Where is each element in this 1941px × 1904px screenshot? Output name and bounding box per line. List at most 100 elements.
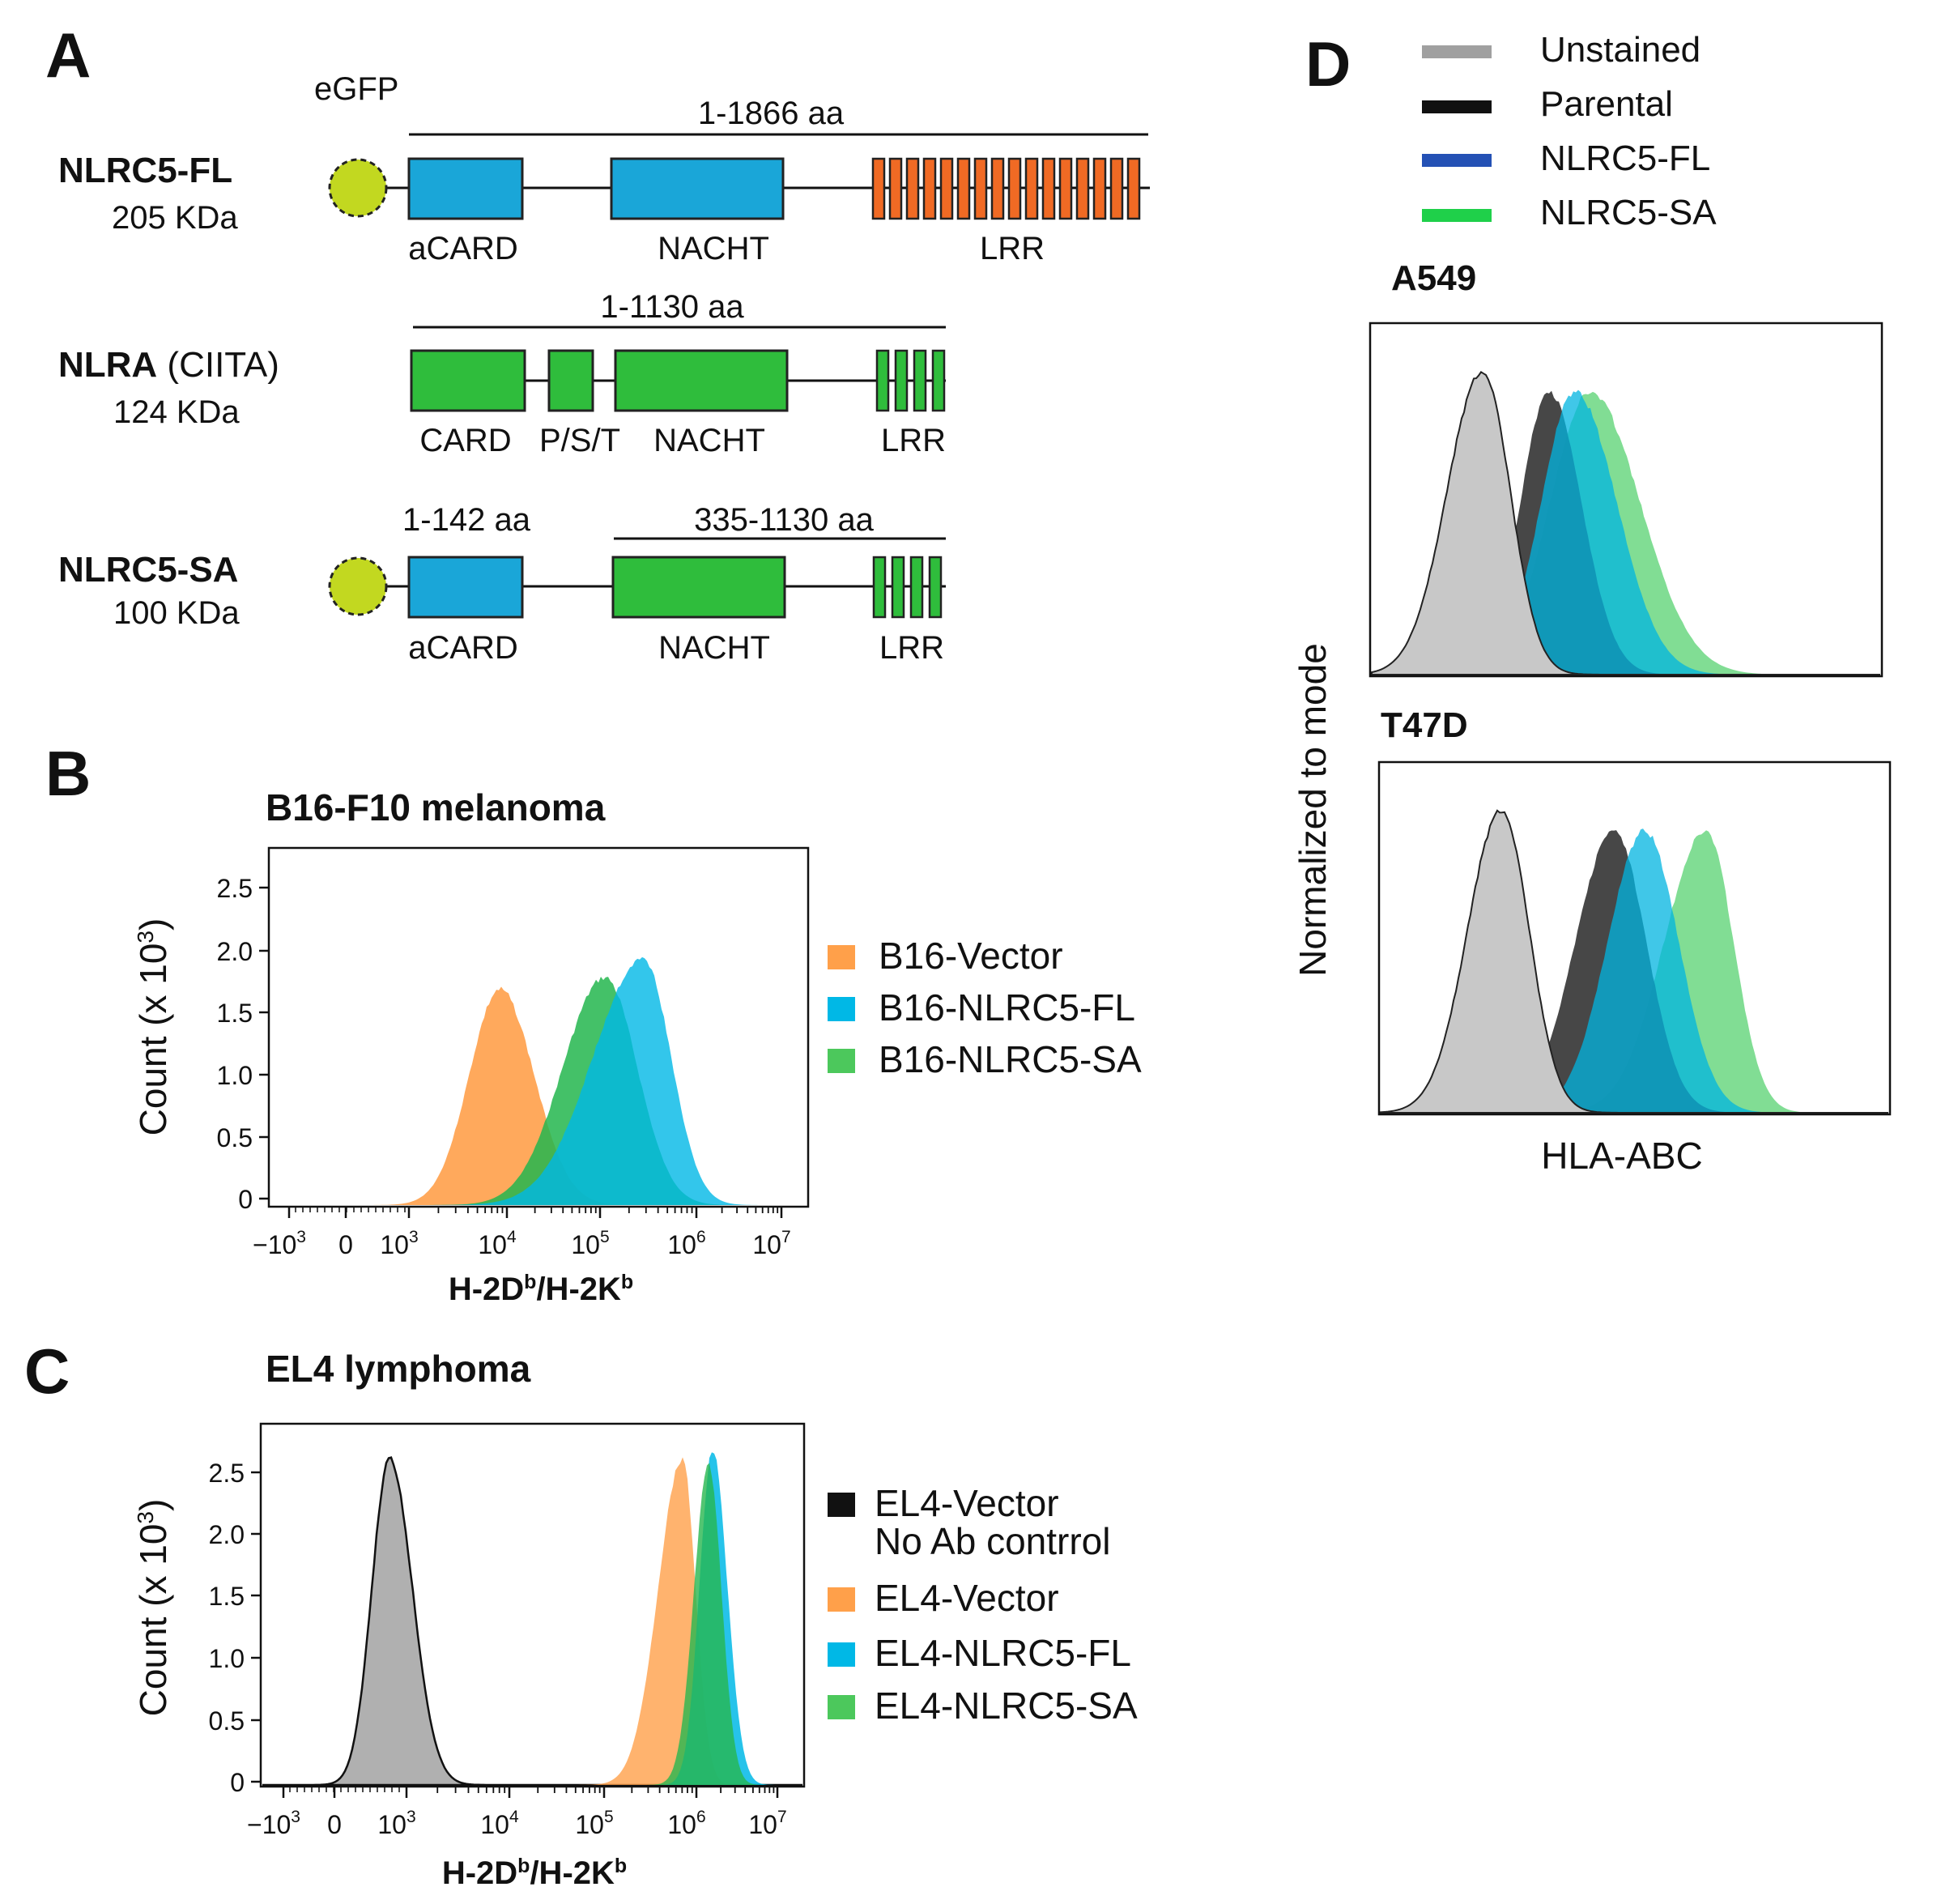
a549-unstained-histogram — [1371, 370, 1880, 675]
legend-c-sa-swatch — [828, 1695, 855, 1719]
sa-lrr-domain — [872, 556, 943, 619]
panel-a: A eGFP NLRC5-FL 205 KDa 1-1866 aa aCARD … — [45, 19, 1150, 666]
y-tick-label: 2.5 — [217, 874, 253, 903]
nlra-name-rest: (CIITA) — [157, 345, 279, 385]
fl-lrr-repeat — [922, 157, 937, 220]
legend-c-noab-line2: No Ab contrrol — [875, 1520, 1110, 1562]
fl-lrr-label: LRR — [980, 231, 1045, 266]
el4-nlrc5-sa-histogram — [262, 1463, 802, 1785]
plot-d-t47d — [1377, 760, 1892, 1116]
x-tick-label: 105 — [575, 1808, 613, 1839]
fl-acard-label: aCARD — [408, 231, 518, 266]
plot-c-xlabel: H-2Db/H-2Kb — [442, 1855, 627, 1891]
egfp-circle-fl — [328, 158, 388, 218]
fl-lrr-repeat — [1058, 157, 1073, 220]
plot-b-axes: 00.51.01.52.02.5−103 0 103 104 105 106 107 — [217, 874, 791, 1259]
fl-lrr-repeat — [1041, 157, 1056, 220]
nlra-lrr-domain — [875, 349, 946, 412]
plot-c-ylabel: Count (x 103) — [132, 1499, 174, 1717]
nlrc5-sa-name: NLRC5-SA — [58, 550, 238, 590]
y-tick-label: 0.5 — [209, 1706, 245, 1736]
plot-d-xlabel: HLA-ABC — [1541, 1135, 1702, 1177]
fl-acard-domain — [407, 157, 524, 220]
x-tick-label: 103 — [380, 1228, 418, 1259]
plot-b: 00.51.01.52.02.5−103 0 103 104 105 106 107 — [217, 846, 810, 1259]
legend-d-fl: NLRC5-FL — [1540, 138, 1710, 178]
legend-c-noab-line1: EL4-Vector — [875, 1482, 1059, 1524]
panel-b-title: B16-F10 melanoma — [266, 786, 606, 828]
fl-lrr-repeat — [888, 157, 903, 220]
x-tick-label: −103 — [247, 1808, 300, 1839]
plot-d-a549 — [1368, 322, 1884, 678]
b16-vector-histogram — [270, 986, 807, 1205]
nlra-range-label: 1-1130 aa — [600, 289, 744, 325]
legend-c-vector-swatch — [828, 1587, 855, 1612]
fl-lrr-repeat — [973, 157, 988, 220]
nlra-size: 124 KDa — [113, 394, 240, 430]
y-tick-label: 2.0 — [209, 1520, 245, 1549]
x-tick-label: 106 — [667, 1808, 705, 1839]
nlra-nacht-domain — [614, 349, 789, 412]
legend-d-fl-swatch — [1422, 154, 1492, 167]
panel-d: D Unstained Parental NLRC5-FL NLRC5-SA A… — [1292, 28, 1892, 1177]
plot-c: 00.51.01.52.02.5−103 0 103 104 105 106 107 — [209, 1422, 806, 1839]
sa-lrr-repeat — [928, 556, 943, 619]
plot-c-frame — [259, 1422, 806, 1788]
legend-d-unstained: Unstained — [1540, 30, 1701, 70]
y-tick-label: 1.0 — [209, 1644, 245, 1673]
x-tick-label: −103 — [253, 1228, 306, 1259]
fl-nacht-domain — [610, 157, 785, 220]
egfp-label: eGFP — [314, 71, 398, 107]
sa-lrr-repeat — [872, 556, 887, 619]
x-tick-label: 0 — [327, 1810, 342, 1839]
fl-lrr-repeat — [1092, 157, 1107, 220]
legend-c-sa: EL4-NLRC5-SA — [875, 1685, 1138, 1727]
el4-vector-histogram — [262, 1457, 802, 1785]
plot-d-a549-frame — [1368, 322, 1884, 678]
x-tick-label: 103 — [377, 1808, 415, 1839]
plot-b-xlabel: H-2Db/H-2Kb — [449, 1271, 633, 1307]
plot-d-ylabel: Normalized to mode — [1292, 643, 1334, 977]
legend-b-vector-swatch — [828, 945, 855, 969]
legend-d-parental: Parental — [1540, 84, 1673, 124]
nlra-lrr-repeat — [913, 349, 927, 412]
panel-letter-a: A — [45, 19, 91, 91]
fl-lrr-repeat — [905, 157, 920, 220]
nlra-card-label: CARD — [419, 423, 511, 458]
egfp-circle-sa — [328, 556, 388, 616]
fl-range-label: 1-1866 aa — [698, 96, 845, 131]
fl-lrr-repeat — [939, 157, 954, 220]
sa-nacht-domain — [611, 556, 786, 619]
nlra-pst-domain — [547, 349, 594, 412]
y-tick-label: 0.5 — [217, 1123, 253, 1152]
nlra-lrr-label: LRR — [881, 423, 946, 458]
plot-b-frame — [267, 846, 810, 1208]
x-tick-label: 0 — [338, 1230, 353, 1259]
nlra-nacht-label: NACHT — [653, 423, 765, 458]
fl-lrr-repeat — [1075, 157, 1090, 220]
nlra-lrr-repeat — [875, 349, 890, 412]
nlra-name: NLRA (CIITA) — [58, 345, 279, 385]
nlra-pst-label: P/S/T — [539, 423, 620, 458]
legend-d-sa-swatch — [1422, 209, 1492, 222]
nlrc5-fl-name: NLRC5-FL — [58, 151, 232, 190]
legend-b-sa: B16-NLRC5-SA — [879, 1038, 1142, 1080]
sa-nacht-label: NACHT — [658, 630, 770, 666]
legend-b-fl: B16-NLRC5-FL — [879, 986, 1135, 1029]
plot-d-t47d-frame — [1377, 760, 1892, 1116]
t47d-unstained-histogram — [1380, 809, 1888, 1114]
y-tick-label: 2.5 — [209, 1459, 245, 1488]
sa-acard-label: aCARD — [408, 630, 518, 666]
fl-lrr-repeat — [990, 157, 1005, 220]
nlrc5-fl-size: 205 KDa — [112, 200, 238, 236]
legend-d-sa: NLRC5-SA — [1540, 193, 1717, 232]
plot-d-a549-title: A549 — [1391, 258, 1476, 298]
a549-nlrc5-fl-histogram — [1372, 390, 1880, 675]
y-tick-label: 1.5 — [209, 1582, 245, 1611]
plot-d-a549-curves — [1371, 370, 1880, 675]
panel-c: C EL4 lymphoma 00.51.01.52.02.5−103 0 103 1… — [24, 1335, 1138, 1891]
fl-lrr-repeat — [1109, 157, 1124, 220]
fl-lrr-repeat — [871, 157, 886, 220]
fl-lrr-repeat — [1024, 157, 1039, 220]
sa-acard-domain — [407, 556, 524, 619]
